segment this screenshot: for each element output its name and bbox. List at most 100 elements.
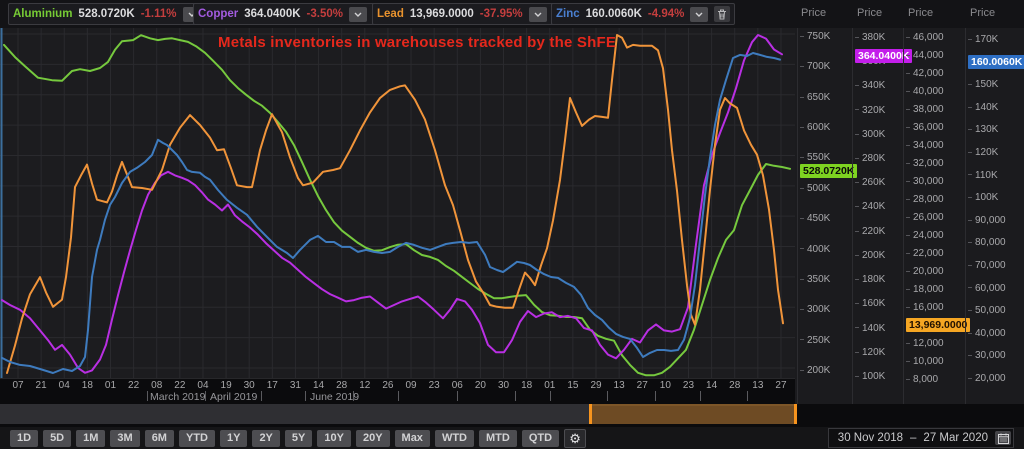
price-tick-label: 700K (800, 61, 830, 72)
last-price-tag-zinc: 160.0060K (968, 54, 1024, 69)
price-axis-copper[interactable]: 380K360K340K320K300K280K260K240K220K200K… (852, 28, 913, 404)
price-axis-header: Price (970, 7, 996, 19)
legend-value: 364.0400K (244, 8, 301, 20)
range-button-qtd[interactable]: QTD (521, 429, 560, 447)
price-tick-label: 280K (855, 153, 885, 164)
price-tick-label: 44,000 (906, 50, 944, 61)
range-button-3m[interactable]: 3M (110, 429, 140, 447)
range-button-max[interactable]: Max (394, 429, 430, 447)
navigator-selection[interactable] (589, 404, 797, 424)
month-separator (305, 391, 306, 401)
range-button-ytd[interactable]: YTD (178, 429, 215, 447)
x-tick-label: 27 (775, 380, 787, 391)
price-tick-label: 20,000 (906, 266, 944, 277)
chart-plot-area[interactable]: Metals inventories in warehouses tracked… (0, 28, 795, 378)
chevron-down-icon[interactable] (528, 6, 547, 22)
price-axis-header: Price (908, 7, 934, 19)
x-tick-label: 08 (151, 380, 163, 391)
price-tick-label: 100K (968, 192, 998, 203)
price-axis-header: Price (801, 7, 827, 19)
price-tick-label: 46,000 (906, 32, 944, 43)
price-tick-label: 8,000 (906, 374, 938, 385)
price-tick-label: 240K (855, 201, 885, 212)
price-axis-alu[interactable]: 750K 700K 650K 600K 550K 500K 450K 400K 350K 300K… (797, 28, 858, 404)
x-tick-label: 01 (544, 380, 556, 391)
price-tick-label: 140K (855, 323, 885, 334)
range-button-mtd[interactable]: MTD (478, 429, 517, 447)
legend-metal-name: Aluminium (13, 8, 73, 20)
price-tick-label: 180K (855, 274, 885, 285)
month-label: April 2019 (210, 391, 258, 403)
month-label: June 2019 (310, 391, 360, 403)
price-tick-label: 340K (855, 80, 885, 91)
price-tick-label: 260K (855, 177, 885, 188)
price-tick-label: 500K (800, 183, 830, 194)
x-tick-label: 19 (220, 380, 232, 391)
legend-metal-name: Copper (198, 8, 239, 20)
price-tick-label: 350K (800, 274, 830, 285)
x-tick-label: 20 (474, 380, 486, 391)
range-button-2y[interactable]: 2Y (252, 429, 280, 447)
price-tick-label: 34,000 (906, 140, 944, 151)
trash-icon[interactable] (714, 6, 731, 22)
price-tick-label: 22,000 (906, 248, 944, 259)
last-price-tag-copper: 364.0400K (855, 49, 913, 64)
date-range-picker[interactable]: 30 Nov 2018 – 27 Mar 2020 (827, 428, 1014, 448)
price-tick-label: 150K (968, 79, 998, 90)
x-tick-label: 06 (451, 380, 463, 391)
price-tick-label: 250K (800, 335, 830, 346)
range-button-6m[interactable]: 6M (144, 429, 174, 447)
price-tick-label: 100K (855, 371, 885, 382)
legend-item-copper: Copper 364.0400K -3.50% (193, 3, 394, 25)
range-button-5y[interactable]: 5Y (284, 429, 313, 447)
x-tick-label: 07 (12, 380, 24, 391)
legend-metal-name: Lead (377, 8, 404, 20)
x-tick-label: 18 (81, 380, 93, 391)
price-tick-label: 42,000 (906, 68, 944, 79)
range-button-10y[interactable]: 10Y (317, 429, 351, 447)
chevron-down-icon[interactable] (348, 6, 367, 22)
price-tick-label: 200K (800, 365, 830, 376)
x-tick-label: 23 (428, 380, 440, 391)
legend-metal-name: Zinc (556, 8, 580, 20)
chart-title: Metals inventories in warehouses tracked… (218, 34, 617, 51)
range-button-wtd[interactable]: WTD (434, 429, 474, 447)
range-button-1d[interactable]: 1D (10, 429, 39, 447)
series-line-lead (6, 34, 784, 374)
price-tick-label: 130K (968, 124, 998, 135)
price-tick-label: 10,000 (906, 356, 944, 367)
price-tick-label: 40,000 (968, 328, 1006, 339)
x-tick-label: 14 (312, 380, 325, 391)
legend-value: 160.0060K (585, 8, 642, 20)
price-tick-label: 30,000 (906, 176, 944, 187)
chevron-down-icon[interactable] (690, 6, 709, 22)
price-axis-header: Price (857, 7, 883, 19)
month-separator (353, 391, 354, 401)
x-tick-label: 12 (359, 380, 371, 391)
x-tick-label: 28 (729, 380, 741, 391)
price-tick-label: 220K (855, 226, 885, 237)
range-button-1m[interactable]: 1M (76, 429, 106, 447)
x-tick-label: 22 (128, 380, 140, 391)
timeline-navigator[interactable] (0, 404, 797, 424)
price-axis-zinc[interactable]: 170K160K150K140K130K120K110K100K90,00080… (965, 28, 1024, 404)
price-axis-lead[interactable]: 46,000 44,000 42,000 40,000 38,000 36,000 34,0… (903, 28, 971, 404)
chart-canvas (0, 28, 795, 378)
navigator-left-handle[interactable] (589, 404, 592, 424)
x-tick-label: 17 (266, 380, 278, 391)
price-tick-label: 600K (800, 122, 830, 133)
x-tick-label: 15 (567, 380, 579, 391)
price-tick-label: 450K (800, 213, 830, 224)
calendar-icon[interactable] (995, 431, 1011, 445)
x-tick-label: 30 (497, 380, 510, 391)
gear-icon[interactable]: ⚙ (564, 428, 587, 448)
date-range-start: 30 Nov 2018 (837, 432, 904, 444)
navigator-right-handle[interactable] (794, 404, 797, 424)
range-button-20y[interactable]: 20Y (355, 429, 390, 447)
month-separator (457, 391, 458, 401)
range-button-5d[interactable]: 5D (43, 429, 72, 447)
range-button-1y[interactable]: 1Y (219, 429, 248, 447)
price-tick-label: 550K (800, 152, 830, 163)
last-price-tag-alu: 528.0720K (800, 163, 858, 178)
price-tick-label: 20,000 (968, 373, 1006, 384)
